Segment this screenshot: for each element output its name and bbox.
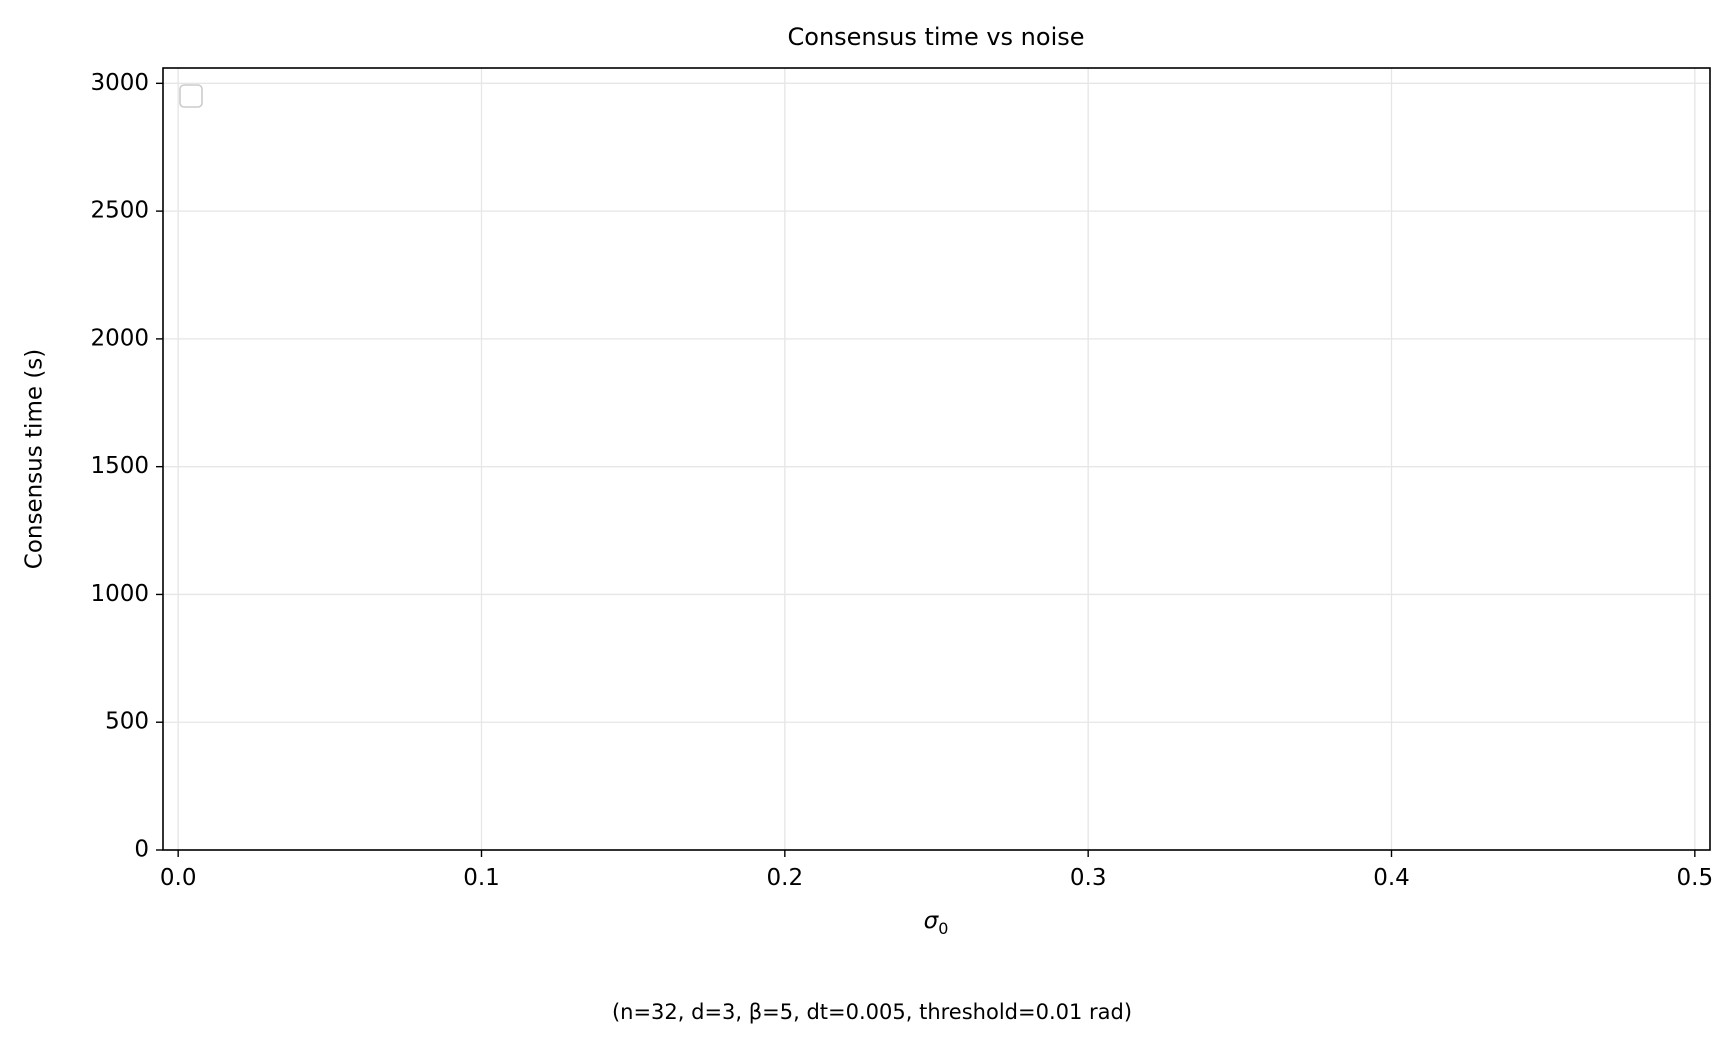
x-tick-label: 0.4 [1373,865,1410,891]
x-tick-label: 0.0 [160,865,197,891]
y-axis-ticks: 0 500 1000 1500 2000 2500 3000 [90,70,163,863]
x-axis-label-symbol: σ [924,908,940,934]
x-axis-label-subscript: 0 [938,919,948,938]
x-axis-label: σ0 [924,908,949,938]
legend-box [179,84,203,108]
x-tick-label: 0.5 [1677,865,1714,891]
chart-caption: (n=32, d=3, β=5, dt=0.005, threshold=0.0… [612,1000,1132,1024]
y-tick-label: 1500 [90,453,149,479]
x-tick-label: 0.2 [767,865,804,891]
y-axis-label: Consensus time (s) [22,349,48,569]
grid-lines [163,68,1710,851]
y-tick-label: 2000 [90,325,149,351]
plot-area-frame [162,67,1711,851]
x-tick-label: 0.3 [1070,865,1107,891]
x-axis-ticks: 0.0 0.1 0.2 0.3 0.4 0.5 [160,850,1713,891]
y-tick-label: 1000 [90,581,149,607]
y-tick-label: 3000 [90,70,149,96]
y-tick-label: 2500 [90,198,149,224]
y-tick-label: 0 [134,837,149,863]
x-tick-label: 0.1 [463,865,500,891]
chart-title: Consensus time vs noise [788,23,1085,51]
y-tick-label: 500 [105,709,149,735]
